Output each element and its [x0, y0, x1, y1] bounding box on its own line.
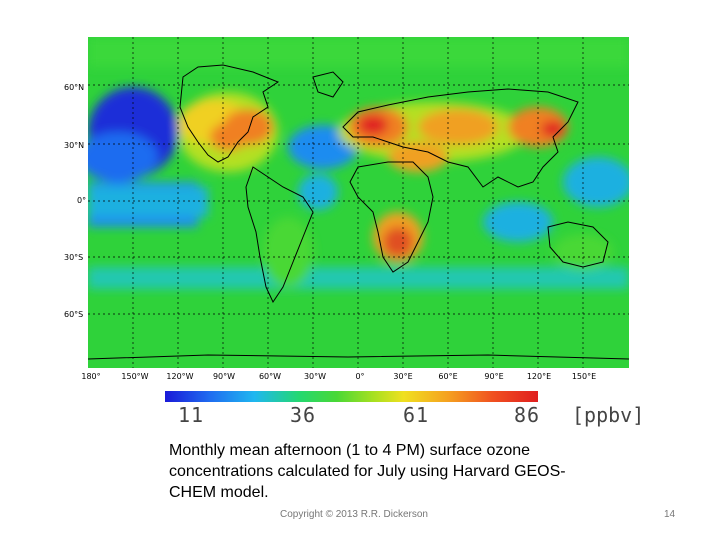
colorbar-tick-61: 61	[402, 403, 430, 427]
lat-label-60n: 60°N	[64, 83, 85, 92]
lon-label-60w: 60°W	[258, 372, 282, 381]
lon-label-30w: 30°W	[303, 372, 327, 381]
ozone-map	[88, 37, 629, 368]
ozone-map-canvas	[88, 37, 629, 368]
lat-label-60s: 60°S	[64, 310, 84, 319]
colorbar	[165, 391, 538, 402]
graticule	[88, 37, 629, 368]
lon-label-150e: 150°E	[571, 372, 597, 381]
lon-label-180: 180°	[81, 372, 101, 381]
page-number: 14	[664, 509, 676, 520]
lon-label-60e: 60°E	[438, 372, 458, 381]
lon-label-120w: 120°W	[166, 372, 194, 381]
lon-label-0: 0°	[355, 372, 365, 381]
lon-label-120e: 120°E	[526, 372, 552, 381]
coastlines	[88, 64, 629, 360]
colorbar-tick-86: 86	[513, 403, 541, 427]
lon-label-90e: 90°E	[484, 372, 504, 381]
copyright-notice: Copyright © 2013 R.R. Dickerson	[280, 509, 428, 520]
lat-label-30s: 30°S	[64, 253, 84, 262]
lon-label-150w: 150°W	[121, 372, 149, 381]
lat-label-0: 0°	[77, 196, 87, 205]
colorbar-tick-36: 36	[289, 403, 317, 427]
colorbar-tick-11: 11	[177, 403, 205, 427]
lat-label-30n: 30°N	[64, 141, 85, 150]
lon-label-30e: 30°E	[393, 372, 413, 381]
figure-caption: Monthly mean afternoon (1 to 4 PM) surfa…	[169, 442, 566, 501]
lon-label-90w: 90°W	[212, 372, 236, 381]
colorbar-unit-label: [ppbv]	[572, 403, 645, 427]
